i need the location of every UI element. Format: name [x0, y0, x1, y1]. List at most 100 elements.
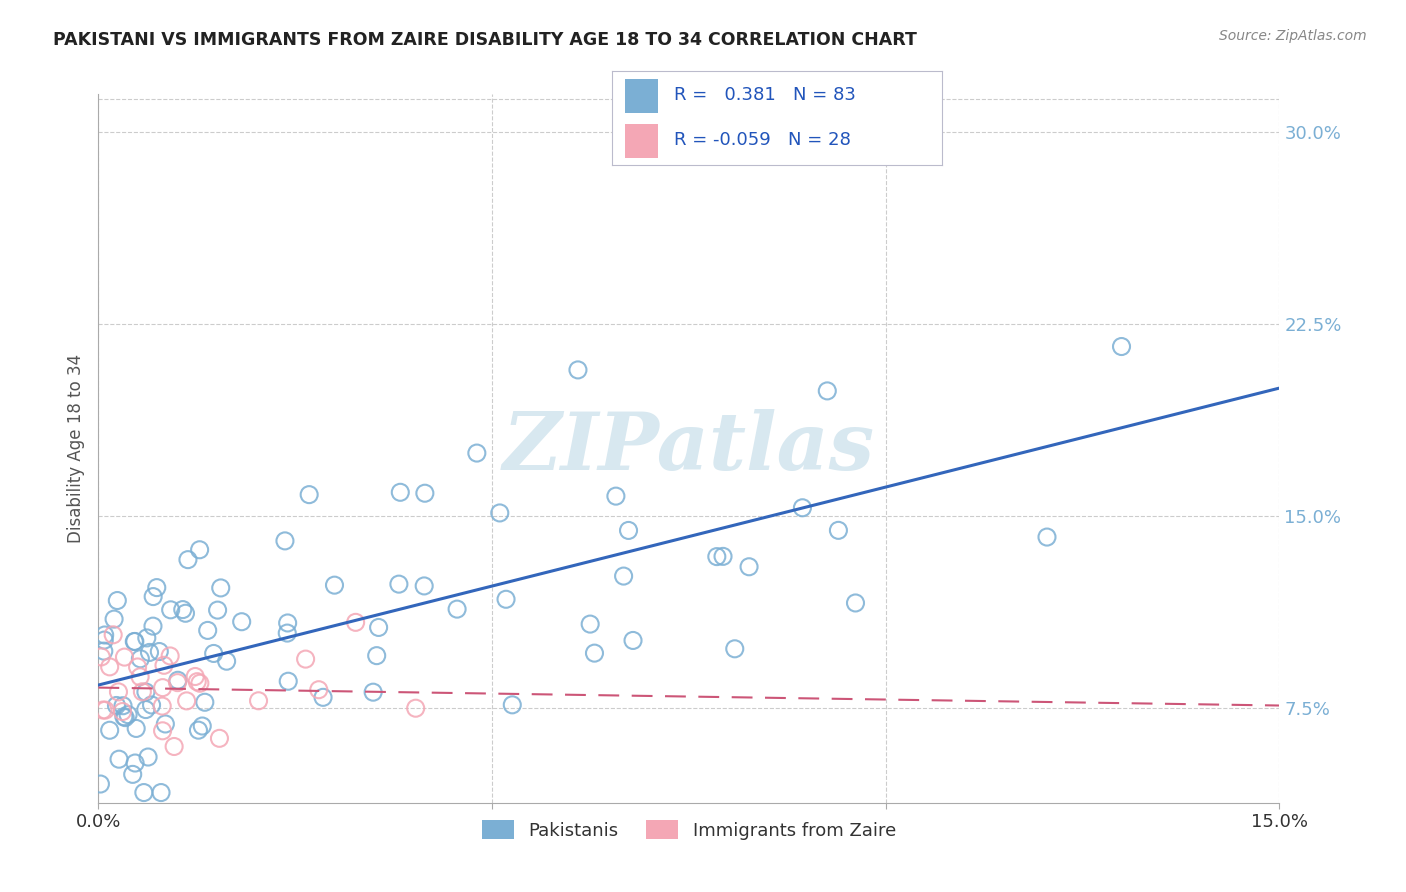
Point — [247, 694, 270, 708]
Point — [98, 660, 121, 674]
Point — [1111, 339, 1133, 353]
Point — [176, 694, 198, 708]
Point — [197, 624, 219, 638]
Point — [209, 581, 232, 595]
Point — [101, 628, 124, 642]
Point — [389, 485, 412, 500]
Point — [166, 673, 188, 688]
Point — [413, 486, 436, 500]
Point — [277, 615, 299, 630]
Point — [187, 723, 209, 738]
Point — [815, 384, 838, 398]
Point — [188, 542, 211, 557]
Point — [127, 660, 149, 674]
Point — [103, 612, 125, 626]
Point — [567, 363, 589, 377]
FancyBboxPatch shape — [624, 78, 658, 112]
Point — [208, 731, 231, 746]
Point — [105, 593, 128, 607]
Point — [135, 631, 157, 645]
Point — [446, 602, 468, 616]
Point — [93, 628, 115, 642]
Point — [111, 705, 134, 719]
Point — [215, 654, 238, 668]
Point — [844, 596, 866, 610]
Point — [152, 681, 174, 695]
Point — [613, 569, 636, 583]
Point — [191, 719, 214, 733]
Point — [124, 634, 146, 648]
Point — [148, 644, 170, 658]
Point — [129, 670, 152, 684]
Text: ZIPatlas: ZIPatlas — [503, 409, 875, 487]
Point — [294, 652, 316, 666]
Point — [152, 723, 174, 738]
Point — [274, 533, 297, 548]
Point — [135, 685, 157, 699]
Point — [344, 615, 367, 630]
Point — [617, 524, 640, 538]
Point — [277, 674, 299, 689]
Point — [724, 641, 747, 656]
Point — [91, 703, 114, 717]
Point — [207, 603, 229, 617]
Point — [202, 647, 225, 661]
Text: PAKISTANI VS IMMIGRANTS FROM ZAIRE DISABILITY AGE 18 TO 34 CORRELATION CHART: PAKISTANI VS IMMIGRANTS FROM ZAIRE DISAB… — [53, 31, 917, 49]
Point — [93, 633, 115, 648]
Point — [112, 698, 135, 713]
Point — [188, 676, 211, 690]
Point — [579, 617, 602, 632]
Point — [792, 500, 814, 515]
Point — [138, 645, 160, 659]
Point — [366, 648, 388, 663]
Point — [1036, 530, 1059, 544]
Point — [323, 578, 346, 592]
Point — [177, 552, 200, 566]
Point — [105, 698, 128, 713]
Point — [117, 707, 139, 722]
Point — [298, 488, 321, 502]
Point — [738, 559, 761, 574]
Point — [367, 620, 389, 634]
Point — [231, 615, 253, 629]
Point — [90, 649, 112, 664]
Text: R =   0.381   N = 83: R = 0.381 N = 83 — [675, 87, 856, 104]
Point — [308, 682, 330, 697]
Point — [93, 644, 115, 658]
Point — [135, 702, 157, 716]
Point — [98, 723, 121, 738]
Point — [711, 549, 734, 564]
Point — [495, 592, 517, 607]
Point — [146, 581, 169, 595]
Point — [361, 685, 384, 699]
Point — [124, 634, 146, 648]
Point — [159, 603, 181, 617]
Point — [108, 752, 131, 766]
Point — [194, 695, 217, 709]
Point — [172, 602, 194, 616]
Point — [388, 577, 411, 591]
Point — [121, 767, 143, 781]
Point — [89, 777, 111, 791]
Point — [107, 685, 129, 699]
Point — [163, 739, 186, 754]
Legend: Pakistanis, Immigrants from Zaire: Pakistanis, Immigrants from Zaire — [475, 814, 903, 847]
Text: R = -0.059   N = 28: R = -0.059 N = 28 — [675, 131, 851, 149]
Point — [94, 703, 117, 717]
Point — [125, 722, 148, 736]
Point — [405, 701, 427, 715]
Point — [112, 709, 135, 723]
Point — [186, 674, 208, 689]
Point — [155, 717, 177, 731]
Point — [132, 786, 155, 800]
FancyBboxPatch shape — [624, 124, 658, 158]
Point — [501, 698, 523, 712]
Point — [605, 489, 627, 503]
Text: Source: ZipAtlas.com: Source: ZipAtlas.com — [1219, 29, 1367, 43]
Point — [413, 579, 436, 593]
Point — [136, 750, 159, 764]
Point — [142, 619, 165, 633]
Point — [159, 648, 181, 663]
Point — [114, 711, 136, 725]
Point — [276, 626, 298, 640]
